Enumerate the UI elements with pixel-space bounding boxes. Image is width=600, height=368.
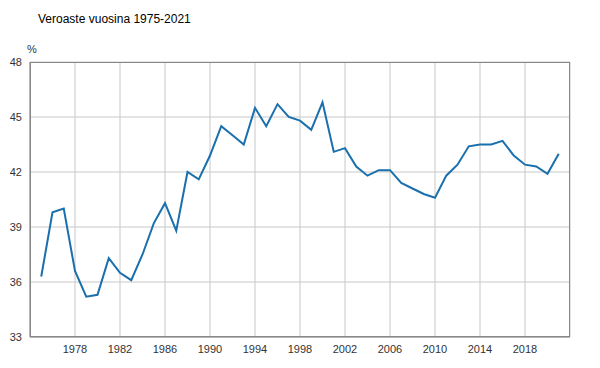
svg-text:42: 42 [10,166,22,178]
svg-text:2002: 2002 [333,343,357,355]
svg-text:45: 45 [10,111,22,123]
svg-text:2006: 2006 [378,343,402,355]
svg-text:1986: 1986 [153,343,177,355]
svg-text:1994: 1994 [243,343,267,355]
html-text:Veroaste vuosina 1975-2021: Veroaste vuosina 1975-2021 [38,12,191,26]
svg-text:1990: 1990 [198,343,222,355]
svg-text:39: 39 [10,221,22,233]
svg-text:1998: 1998 [288,343,312,355]
svg-text:2018: 2018 [513,343,537,355]
svg-text:1982: 1982 [108,343,132,355]
svg-text:1978: 1978 [63,343,87,355]
svg-text:36: 36 [10,276,22,288]
svg-text:48: 48 [10,56,22,68]
svg-text:2014: 2014 [468,343,492,355]
svg-text:33: 33 [10,331,22,343]
svg-text:2010: 2010 [423,343,447,355]
